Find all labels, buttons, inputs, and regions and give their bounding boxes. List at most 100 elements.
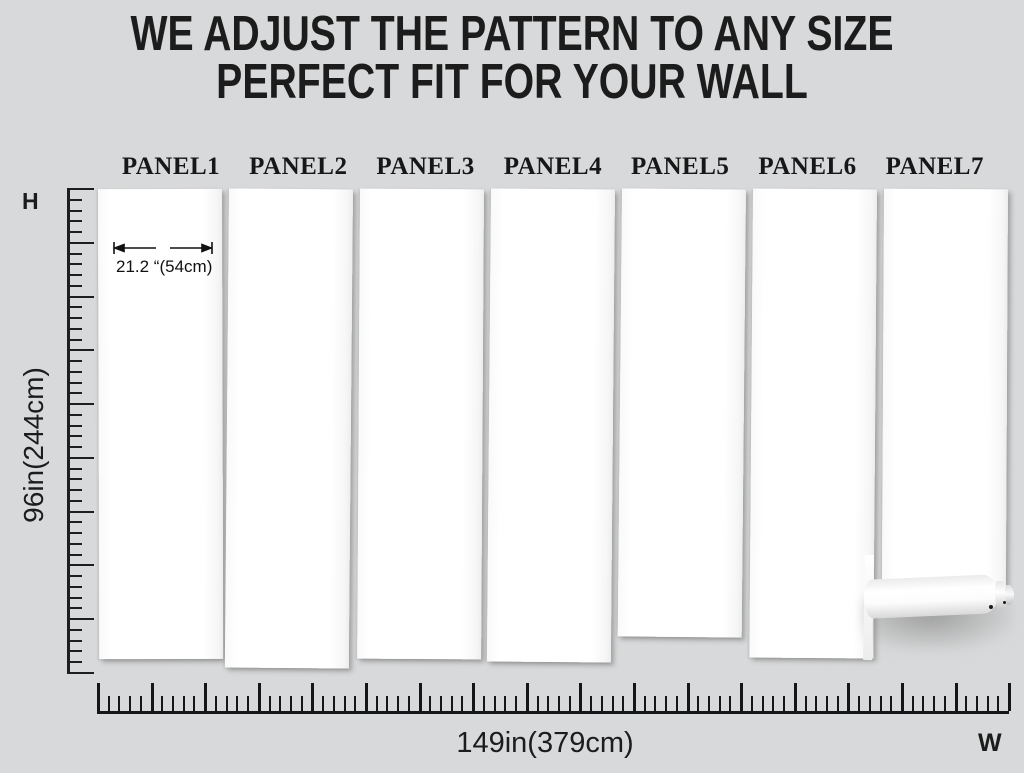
width-ruler-tick (954, 683, 958, 711)
roll-core-dot (989, 605, 993, 609)
height-ruler-tick (70, 618, 94, 620)
height-ruler-tick (70, 413, 82, 416)
height-ruler-tick (70, 403, 94, 405)
height-letter: H (22, 188, 39, 214)
panel-4 (486, 188, 615, 663)
width-ruler-tick (182, 696, 185, 711)
height-ruler-tick (70, 467, 82, 470)
width-ruler-tick (1008, 683, 1012, 711)
width-ruler-tick (665, 696, 668, 711)
width-ruler-tick (311, 683, 315, 711)
height-ruler-tick (70, 360, 82, 362)
height-ruler-tick (70, 650, 82, 653)
width-ruler-tick (643, 696, 646, 711)
width-ruler-tick (472, 683, 476, 711)
panel-label-3: PANEL3 (376, 153, 475, 180)
width-ruler-tick (568, 696, 571, 711)
width-ruler-tick (858, 696, 861, 711)
height-ruler-tick (70, 532, 82, 534)
width-ruler-tick (161, 696, 164, 711)
width-ruler-tick (429, 696, 432, 711)
width-ruler-tick (461, 696, 464, 711)
height-ruler-tick (70, 671, 94, 674)
width-ruler-tick (579, 683, 583, 711)
height-ruler-tick (70, 209, 82, 212)
width-ruler-tick (482, 696, 485, 711)
width-ruler-tick (225, 696, 228, 711)
height-ruler-tick (70, 317, 82, 319)
double-arrow-icon (112, 242, 214, 254)
width-ruler-tick (761, 696, 764, 711)
width-ruler-tick (879, 696, 882, 711)
panel-width-label: 21.2 “(54cm) (116, 257, 213, 276)
height-ruler-tick (70, 564, 94, 567)
height-ruler-tick (70, 489, 82, 491)
height-ruler-tick (70, 349, 94, 352)
panel-label-5: PANEL5 (631, 153, 730, 180)
height-ruler-tick (70, 639, 82, 642)
width-ruler-tick (729, 696, 732, 711)
panel-3 (357, 188, 484, 660)
panel-label-4: PANEL4 (503, 153, 603, 180)
width-letter: W (978, 729, 1002, 757)
width-ruler-tick (943, 696, 946, 711)
width-ruler-tick (804, 696, 807, 711)
height-ruler-tick (70, 295, 94, 298)
width-ruler-tick (407, 696, 410, 711)
width-ruler-tick (868, 696, 871, 711)
width-ruler-tick (740, 683, 744, 711)
width-ruler-tick (193, 696, 196, 711)
width-ruler-tick (836, 696, 839, 711)
height-ruler-tick (70, 542, 82, 545)
width-ruler-tick (590, 696, 593, 711)
width-ruler-tick (600, 696, 603, 711)
panel-label-1: PANEL1 (121, 153, 221, 180)
width-ruler-tick (611, 696, 614, 711)
width-ruler-tick (997, 696, 1000, 711)
width-ruler-tick (493, 696, 496, 711)
width-ruler-tick (793, 683, 797, 711)
width-ruler-tick (547, 696, 550, 711)
panel-label-7: PANEL7 (885, 153, 984, 180)
width-ruler-tick (386, 696, 389, 711)
height-ruler-tick (70, 596, 82, 599)
panel-label-6: PANEL6 (758, 153, 857, 180)
height-ruler-tick (70, 198, 82, 201)
wall-width-label: 149in(379cm) (456, 727, 634, 759)
width-ruler-tick (976, 696, 979, 711)
height-ruler-tick (70, 252, 82, 255)
width-ruler-tick (654, 696, 657, 711)
height-ruler-tick (70, 607, 82, 610)
width-ruler-tick (300, 696, 303, 711)
width-ruler-tick (139, 696, 142, 711)
height-ruler-tick (70, 370, 82, 373)
height-ruler-tick (70, 306, 82, 309)
height-ruler-tick (70, 628, 82, 631)
height-ruler-tick (70, 521, 82, 524)
width-ruler-tick (214, 696, 217, 711)
panel-2 (224, 188, 353, 669)
height-ruler-tick (70, 446, 82, 448)
height-ruler-tick (70, 231, 82, 233)
height-ruler-tick (70, 327, 82, 330)
height-ruler-tick (70, 456, 94, 459)
width-ruler-tick (354, 696, 357, 711)
height-ruler-tick (70, 274, 82, 276)
height-ruler-tick (70, 188, 94, 190)
height-ruler-tick (70, 575, 82, 577)
height-ruler-tick (70, 510, 94, 513)
width-ruler-tick (504, 696, 507, 711)
height-ruler-tick (70, 424, 82, 427)
width-ruler-tick (847, 683, 851, 711)
roll-core-dot (1003, 601, 1006, 604)
width-ruler-tick (750, 696, 753, 711)
width-ruler-tick (708, 696, 711, 711)
width-ruler-tick (622, 696, 625, 711)
width-ruler-tick (172, 696, 175, 711)
width-ruler-tick (289, 696, 292, 711)
width-ruler-tick (536, 696, 539, 711)
width-ruler-tick (525, 683, 529, 711)
height-ruler-tick (70, 220, 82, 223)
width-ruler-tick (375, 696, 378, 711)
